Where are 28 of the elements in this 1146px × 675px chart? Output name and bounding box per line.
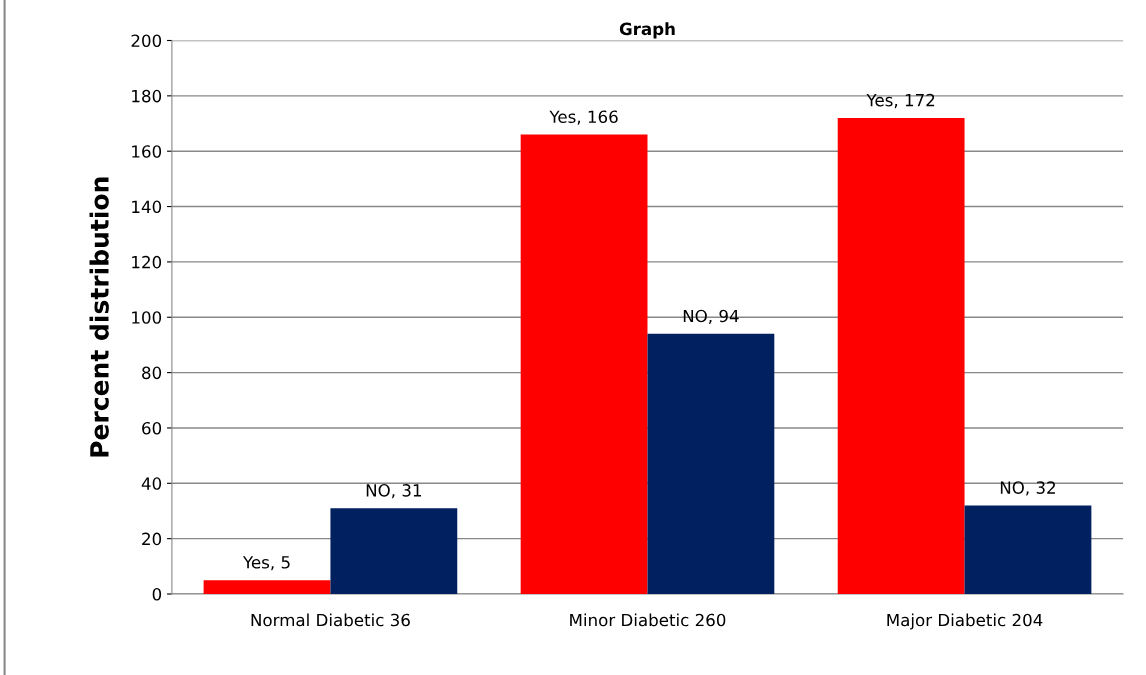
y-tick-label: 200 xyxy=(131,34,162,48)
y-axis-title: Percent distribution xyxy=(89,177,109,457)
y-tick-label: 0 xyxy=(152,587,162,601)
y-tick-label: 160 xyxy=(132,145,162,158)
y-tick-label: 20 xyxy=(142,532,162,546)
bar xyxy=(647,333,775,594)
y-tick-label: 40 xyxy=(141,477,162,490)
chart-title: Graph xyxy=(619,22,675,39)
data-label: Yes, 166 xyxy=(549,110,618,125)
y-tick-label: 60 xyxy=(142,421,162,435)
bar xyxy=(837,117,965,594)
y-tick-label: 120 xyxy=(132,255,162,269)
x-tick-label: Normal Diabetic 36 xyxy=(251,613,410,627)
bar xyxy=(203,580,331,594)
data-label: Yes, 172 xyxy=(866,93,935,109)
x-tick-label: Minor Diabetic 260 xyxy=(570,613,726,627)
data-label: NO, 94 xyxy=(683,309,739,324)
data-label: NO, 31 xyxy=(366,484,421,499)
data-label: Yes, 5 xyxy=(242,556,290,571)
bar xyxy=(964,505,1092,594)
data-label: NO, 32 xyxy=(1000,481,1055,496)
y-tick-label: 180 xyxy=(132,89,162,103)
y-tick-label: 80 xyxy=(142,366,162,380)
bar xyxy=(330,508,458,594)
y-tick-label: 140 xyxy=(132,200,162,214)
x-tick-label: Major Diabetic 204 xyxy=(887,613,1043,630)
y-tick-label: 100 xyxy=(132,311,162,324)
bar xyxy=(520,134,648,594)
